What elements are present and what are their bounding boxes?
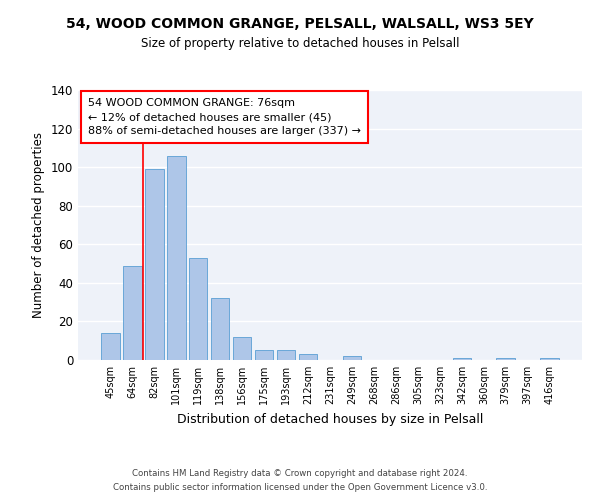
- Bar: [123, 266, 142, 360]
- Bar: [189, 258, 208, 360]
- Text: Contains public sector information licensed under the Open Government Licence v3: Contains public sector information licen…: [113, 484, 487, 492]
- Y-axis label: Number of detached properties: Number of detached properties: [32, 132, 45, 318]
- Bar: [255, 350, 274, 360]
- Text: 54, WOOD COMMON GRANGE, PELSALL, WALSALL, WS3 5EY: 54, WOOD COMMON GRANGE, PELSALL, WALSALL…: [66, 18, 534, 32]
- Text: Size of property relative to detached houses in Pelsall: Size of property relative to detached ho…: [141, 38, 459, 51]
- Text: Contains HM Land Registry data © Crown copyright and database right 2024.: Contains HM Land Registry data © Crown c…: [132, 468, 468, 477]
- X-axis label: Distribution of detached houses by size in Pelsall: Distribution of detached houses by size …: [177, 412, 483, 426]
- Bar: [211, 298, 229, 360]
- Bar: [496, 358, 515, 360]
- Bar: [299, 354, 317, 360]
- Bar: [541, 358, 559, 360]
- Text: 54 WOOD COMMON GRANGE: 76sqm
← 12% of detached houses are smaller (45)
88% of se: 54 WOOD COMMON GRANGE: 76sqm ← 12% of de…: [88, 98, 361, 136]
- Bar: [452, 358, 471, 360]
- Bar: [343, 356, 361, 360]
- Bar: [277, 350, 295, 360]
- Bar: [145, 169, 164, 360]
- Bar: [101, 333, 119, 360]
- Bar: [167, 156, 185, 360]
- Bar: [233, 337, 251, 360]
